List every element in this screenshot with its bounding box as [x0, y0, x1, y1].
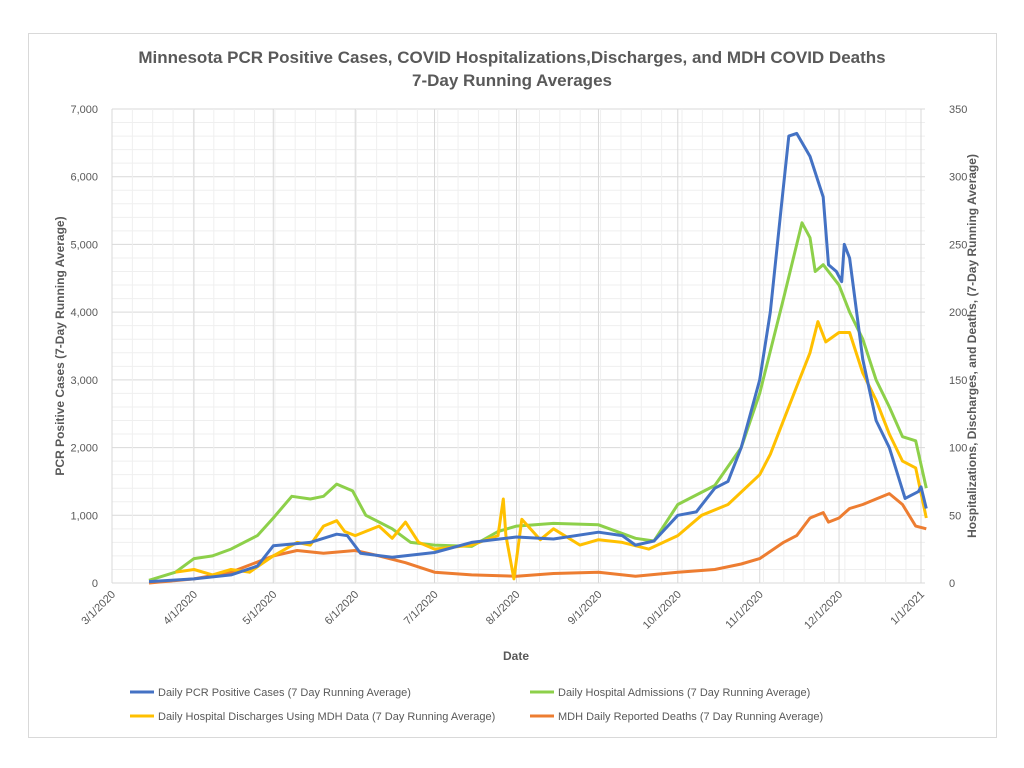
x-tick-label: 6/1/2020	[323, 589, 362, 628]
x-axis-label: Date	[503, 649, 529, 663]
x-tick-label: 4/1/2020	[161, 589, 200, 628]
x-tick-label: 12/1/2020	[802, 589, 845, 632]
chart-subtitle: 7-Day Running Averages	[412, 71, 612, 90]
y2-tick-label: 100	[949, 443, 967, 455]
y-tick-label: 5,000	[70, 239, 98, 251]
series-line-0	[148, 131, 928, 584]
y-tick-label: 7,000	[70, 104, 98, 116]
y-tick-label: 2,000	[70, 443, 98, 455]
y-tick-label: 4,000	[70, 307, 98, 319]
grid	[111, 108, 925, 584]
legend-label: MDH Daily Reported Deaths (7 Day Running…	[558, 711, 823, 723]
y2-tick-label: 50	[949, 510, 961, 522]
y2-tick-label: 350	[949, 104, 967, 116]
x-tick-label: 11/1/2020	[723, 589, 766, 632]
y2-tick-label: 150	[949, 375, 967, 387]
series-line-3	[148, 492, 927, 585]
x-tick-label: 9/1/2020	[566, 589, 605, 628]
x-tick-label: 10/1/2020	[641, 589, 684, 632]
y-tick-label: 1,000	[70, 510, 98, 522]
y-tick-label: 3,000	[70, 375, 98, 387]
series-line-2	[175, 320, 928, 581]
y2-tick-label: 200	[949, 307, 967, 319]
chart-frame	[28, 33, 997, 738]
x-tick-label: 5/1/2020	[241, 589, 280, 628]
y-axis-label: PCR Positive Cases (7-Day Running Averag…	[53, 216, 67, 475]
y2-tick-label: 250	[949, 239, 967, 251]
legend-label: Daily Hospital Admissions (7 Day Running…	[558, 687, 810, 699]
y2-tick-label: 300	[949, 172, 967, 184]
chart-title: Minnesota PCR Positive Cases, COVID Hosp…	[138, 48, 885, 67]
x-tick-label: 8/1/2020	[484, 589, 523, 628]
y-tick-label: 6,000	[70, 172, 98, 184]
x-tick-label: 1/1/2021	[888, 589, 927, 628]
x-tick-label: 3/1/2020	[79, 589, 118, 628]
series-lines	[148, 131, 928, 585]
y-tick-label: 0	[92, 578, 98, 590]
legend-label: Daily Hospital Discharges Using MDH Data…	[158, 711, 495, 723]
x-tick-label: 7/1/2020	[402, 589, 441, 628]
series-line-1	[148, 221, 928, 582]
y2-axis-label: Hospitalizations, Discharges, and Deaths…	[965, 154, 979, 538]
y2-tick-label: 0	[949, 578, 955, 590]
legend-label: Daily PCR Positive Cases (7 Day Running …	[158, 687, 411, 699]
legend: Daily PCR Positive Cases (7 Day Running …	[130, 687, 823, 723]
